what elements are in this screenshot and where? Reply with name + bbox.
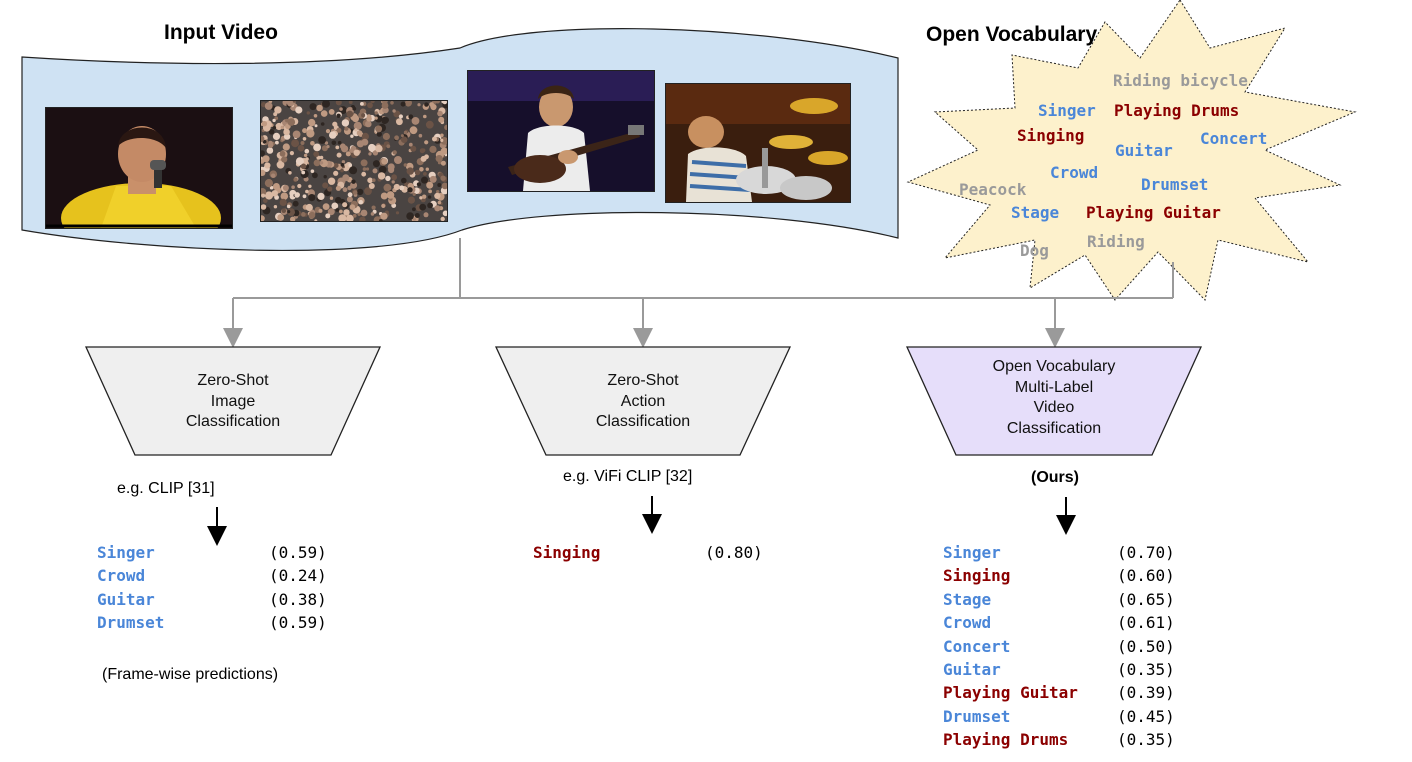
prediction-label: Singing — [943, 566, 1011, 586]
ours-predictions: Singer (0.70) Singing (0.60) Stage (0.65) Crow… — [943, 541, 1175, 752]
prediction-label: Playing Drums — [943, 730, 1069, 750]
prediction-row: Crowd (0.61) — [943, 611, 1175, 634]
prediction-row: Playing Guitar (0.39) — [943, 681, 1175, 704]
ours-classification-label: Open Vocabulary Multi-Label Video Classi… — [954, 357, 1154, 439]
prediction-label: Guitar — [943, 660, 1001, 680]
vocab-peacock: Peacock — [959, 180, 1027, 199]
clip-predictions: Singer (0.59) Crowd (0.24) Guitar (0.38) Drums… — [97, 541, 327, 635]
prediction-score: (0.61) — [1117, 613, 1175, 633]
image-classification-box — [84, 346, 382, 456]
vocab-concert: Concert — [1200, 129, 1268, 148]
prediction-row: Drumset (0.59) — [97, 611, 327, 634]
action-classification-label: Zero-Shot Action Classification — [543, 371, 743, 433]
prediction-row: Stage (0.65) — [943, 588, 1175, 611]
vocab-singing: Singing — [1017, 126, 1085, 145]
label-line: Video — [1033, 399, 1075, 416]
vificlip-reference: e.g. ViFi CLIP [32] — [563, 468, 693, 485]
prediction-score: (0.39) — [1117, 683, 1175, 703]
vocab-riding-bicycle: Riding bicycle — [1113, 71, 1248, 90]
vocab-drumset: Drumset — [1141, 175, 1209, 194]
label-line: Open Vocabulary — [992, 358, 1116, 375]
prediction-score: (0.38) — [269, 589, 327, 609]
prediction-label: Drumset — [97, 613, 165, 633]
prediction-score: (0.65) — [1117, 589, 1175, 609]
clip-reference: e.g. CLIP [31] — [117, 480, 215, 497]
prediction-label: Crowd — [943, 613, 992, 633]
prediction-label: Singing — [533, 543, 601, 562]
vocab-crowd: Crowd — [1050, 163, 1099, 182]
prediction-score: (0.59) — [269, 613, 327, 633]
frame-wise-note: (Frame-wise predictions) — [102, 666, 279, 683]
label-line: Image — [210, 392, 256, 410]
vocab-stage: Stage — [1011, 203, 1060, 222]
prediction-score: (0.50) — [1117, 636, 1175, 656]
prediction-label: Singer — [943, 543, 1001, 562]
prediction-label: Stage — [943, 589, 992, 609]
open-vocabulary-title: Open Vocabulary — [926, 23, 1098, 46]
vocabulary-burst — [906, 0, 1357, 302]
label-line: Zero-Shot — [607, 372, 679, 389]
label-line: Action — [620, 392, 666, 410]
label-line: Classification — [595, 413, 691, 430]
prediction-score: (0.70) — [1117, 543, 1175, 562]
prediction-row: Concert (0.50) — [943, 635, 1175, 658]
prediction-score: (0.60) — [1117, 566, 1175, 586]
prediction-score: (0.35) — [1117, 730, 1175, 750]
prediction-label: Crowd — [97, 566, 146, 586]
vocab-playing-guitar: Playing Guitar — [1086, 203, 1221, 222]
prediction-label: Singer — [97, 543, 155, 562]
prediction-score: (0.24) — [269, 566, 327, 586]
crowd-dots — [261, 101, 447, 221]
prediction-row: Guitar (0.35) — [943, 658, 1175, 681]
prediction-score: (0.80) — [705, 543, 763, 562]
ours-classification-box — [905, 346, 1203, 456]
vificlip-predictions: Singing (0.80) — [533, 541, 763, 564]
label-line: Classification — [185, 413, 281, 430]
vocab-playing-drums: Playing Drums — [1114, 101, 1240, 120]
prediction-row: Guitar (0.38) — [97, 588, 327, 611]
prediction-label: Drumset — [943, 706, 1011, 726]
label-line: Zero-Shot — [197, 372, 269, 389]
guitarist-frame — [467, 70, 655, 192]
label-line: Classification — [1006, 419, 1102, 437]
drummer-frame — [665, 83, 851, 203]
prediction-row: Playing Drums (0.35) — [943, 728, 1175, 751]
input-video-title: Input Video — [164, 21, 278, 44]
prediction-label: Concert — [943, 636, 1011, 656]
vocab-dog: Dog — [1020, 241, 1049, 260]
prediction-row: Crowd (0.24) — [97, 564, 327, 587]
ours-tag: (Ours) — [1031, 469, 1079, 486]
action-classification-box — [494, 346, 792, 456]
image-classification-label: Zero-Shot Image Classification — [133, 371, 333, 433]
prediction-score: (0.45) — [1117, 706, 1175, 726]
prediction-score: (0.35) — [1117, 660, 1175, 680]
vocab-singer: Singer — [1038, 101, 1096, 120]
prediction-label: Guitar — [97, 589, 155, 609]
vocab-riding: Riding — [1087, 232, 1145, 251]
prediction-row: Singing (0.80) — [533, 541, 763, 564]
prediction-score: (0.59) — [269, 543, 327, 562]
crowd-frame — [260, 100, 448, 222]
prediction-row: Singing (0.60) — [943, 564, 1175, 587]
connector-lines — [223, 238, 1174, 348]
prediction-label: Playing Guitar — [943, 683, 1078, 703]
vocab-guitar: Guitar — [1115, 141, 1173, 160]
prediction-row: Singer (0.59) — [97, 541, 327, 564]
singer-frame — [45, 107, 233, 229]
label-line: Multi-Label — [1014, 378, 1094, 396]
prediction-row: Drumset (0.45) — [943, 705, 1175, 728]
prediction-row: Singer (0.70) — [943, 541, 1175, 564]
